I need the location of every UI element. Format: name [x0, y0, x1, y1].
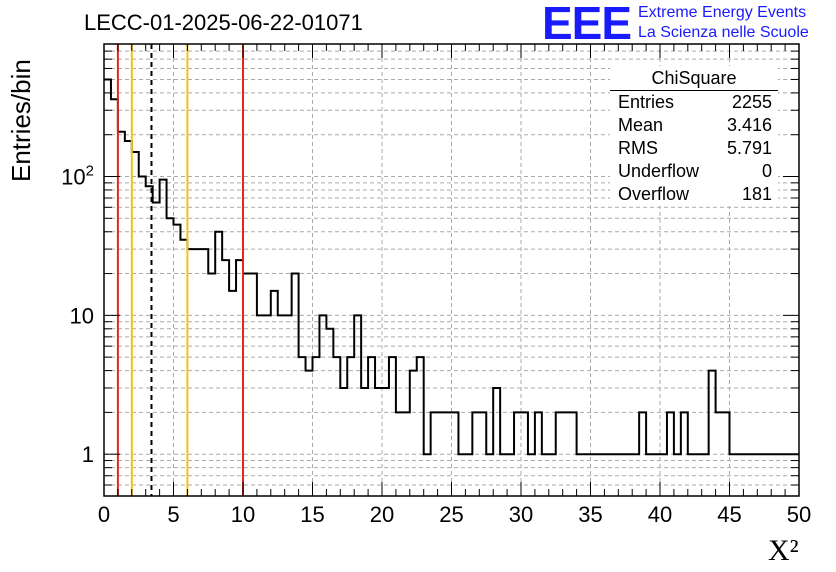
stats-row-underflow: Underflow 0	[610, 160, 778, 183]
stats-row-overflow: Overflow 181	[610, 183, 778, 206]
x-tick-label: 5	[167, 502, 179, 527]
stats-label: Entries	[618, 92, 675, 112]
x-tick-label: 45	[717, 502, 741, 527]
stats-title: ChiSquare	[610, 68, 778, 91]
y-tick-label: 10	[70, 303, 94, 328]
x-tick-label: 25	[439, 502, 463, 527]
stats-row-mean: Mean 3.416	[610, 114, 778, 137]
histogram-series	[104, 78, 799, 456]
stats-box: ChiSquare Entries 2255 Mean 3.416 RMS 5.…	[610, 66, 778, 206]
stats-label: Underflow	[618, 161, 700, 181]
stats-value: 3.416	[726, 115, 772, 135]
y-tick-label: 102	[61, 162, 94, 189]
y-axis-label: Entries/bin	[6, 59, 36, 182]
x-tick-label: 35	[578, 502, 602, 527]
eee-logo: EEE	[542, 0, 632, 49]
stats-value: 2255	[731, 92, 772, 112]
stats-value: 0	[761, 161, 772, 181]
x-tick-label: 40	[648, 502, 672, 527]
chart-title: LECC-01-2025-06-22-01071	[84, 10, 363, 35]
stats-value: 181	[741, 184, 772, 204]
x-tick-label: 50	[787, 502, 811, 527]
logo-line-2: La Scienza nelle Scuole	[638, 24, 809, 41]
logo-line-1: Extreme Energy Events	[638, 4, 807, 21]
x-tick-label: 15	[300, 502, 324, 527]
stats-label: Mean	[618, 115, 664, 135]
stats-row-entries: Entries 2255	[610, 91, 778, 114]
stats-value: 5.791	[726, 138, 772, 158]
x-tick-label: 30	[509, 502, 533, 527]
stats-label: RMS	[618, 138, 658, 158]
x-tick-label: 0	[98, 502, 110, 527]
x-tick-label: 10	[231, 502, 255, 527]
stats-label: Overflow	[618, 184, 690, 204]
stats-row-rms: RMS 5.791	[610, 137, 778, 160]
x-axis-label: X²	[768, 534, 799, 567]
y-tick-label: 1	[82, 442, 94, 467]
x-tick-label: 20	[370, 502, 394, 527]
